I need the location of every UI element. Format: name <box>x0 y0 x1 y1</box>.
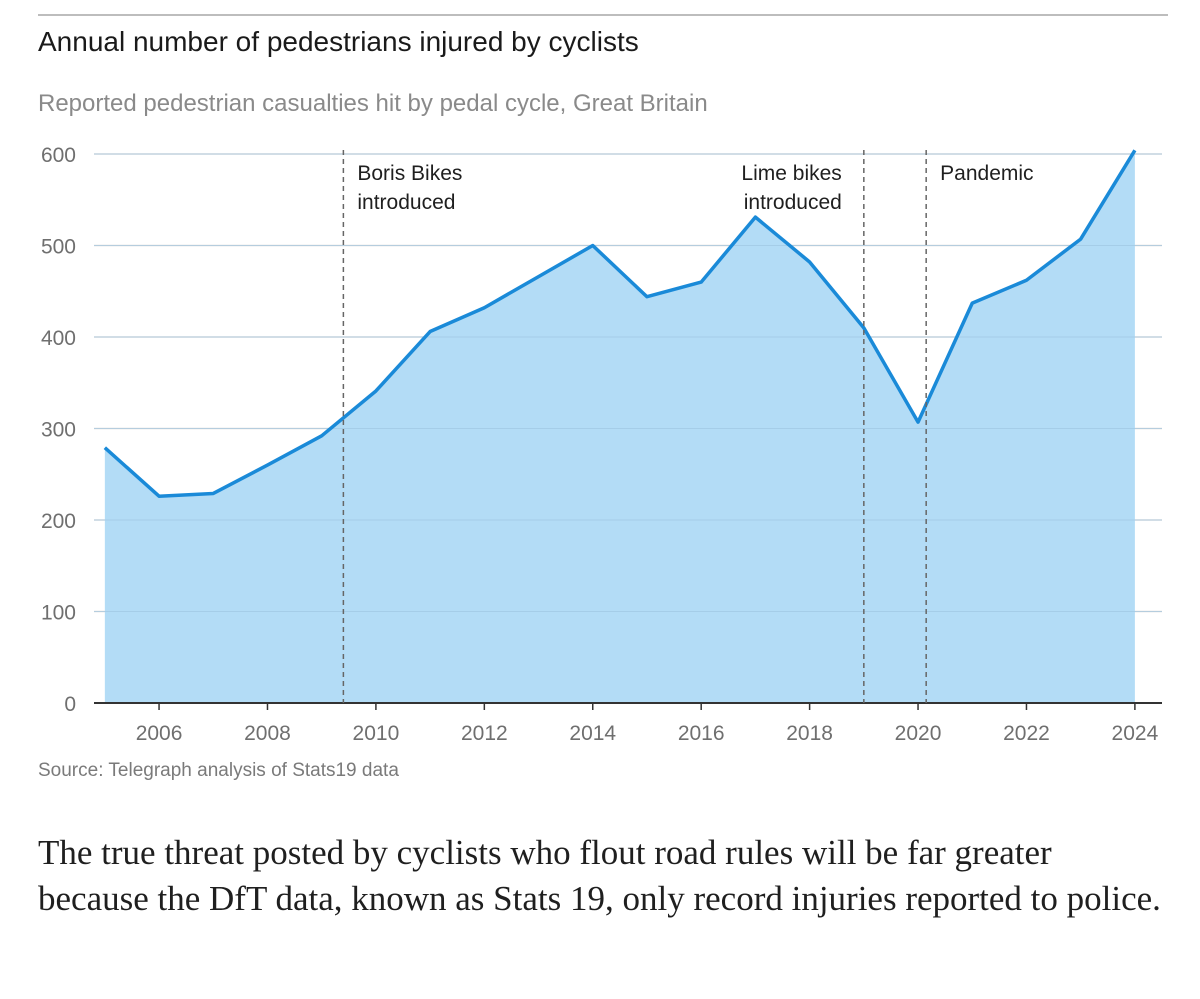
x-tick-label-2010: 2010 <box>353 722 400 745</box>
annotation-label-1-1: introduced <box>744 191 842 214</box>
x-tick-label-2014: 2014 <box>569 722 616 745</box>
chart-subtitle: Reported pedestrian casualties hit by pe… <box>38 90 708 117</box>
annotation-label-1-0: Lime bikes <box>741 162 841 185</box>
x-tick-label-2012: 2012 <box>461 722 508 745</box>
x-tick-label-2022: 2022 <box>1003 722 1050 745</box>
chart-area: 0 100 200 300 400 500 600 2006 2008 2010 2012 2014 2… <box>41 144 1162 745</box>
y-tick-label-200: 200 <box>41 510 76 533</box>
y-tick-label-400: 400 <box>41 327 76 350</box>
x-tick-label-2024: 2024 <box>1112 722 1159 745</box>
y-tick-label-500: 500 <box>41 236 76 259</box>
annotation-label-2-0: Pandemic <box>940 162 1033 185</box>
top-rule <box>38 14 1168 16</box>
x-tick-label-2008: 2008 <box>244 722 291 745</box>
chart-source: Source: Telegraph analysis of Stats19 da… <box>38 760 399 781</box>
chart-title: Annual number of pedestrians injured by … <box>38 26 639 57</box>
x-tick-label-2018: 2018 <box>786 722 833 745</box>
y-tick-label-300: 300 <box>41 419 76 442</box>
article-paragraph: The true threat posted by cyclists who f… <box>38 833 1161 918</box>
annotation-label-0-0: Boris Bikes <box>357 162 462 185</box>
x-tick-label-2016: 2016 <box>678 722 725 745</box>
x-tick-label-2006: 2006 <box>136 722 183 745</box>
y-tick-label-100: 100 <box>41 602 76 625</box>
y-tick-label-0: 0 <box>64 693 76 716</box>
y-tick-label-600: 600 <box>41 144 76 167</box>
series-line <box>103 149 1137 498</box>
area-fill <box>104 150 1135 704</box>
x-tick-label-2020: 2020 <box>895 722 942 745</box>
annotation-label-0-1: introduced <box>357 191 455 214</box>
